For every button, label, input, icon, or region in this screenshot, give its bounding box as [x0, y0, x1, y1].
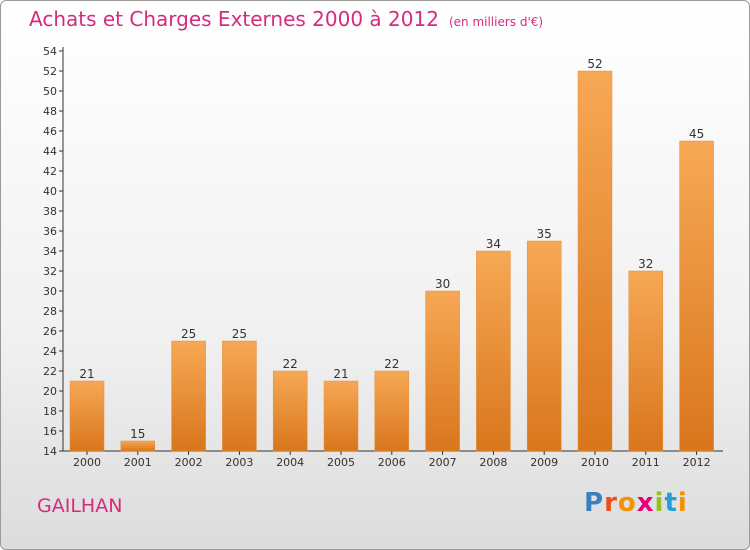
bar-2004 [272, 370, 308, 452]
brand-letter: o [617, 488, 637, 518]
x-tick-label: 2000 [73, 456, 101, 469]
brand-letter: r [604, 488, 618, 518]
y-tick-label: 34 [43, 245, 57, 258]
chart-labels: 21 15 25 25 22 21 22 30 34 35 52 32 45 [79, 57, 704, 441]
chart-bars [69, 70, 714, 452]
bar-2003 [222, 340, 257, 452]
chart-title-text: Achats et Charges Externes 2000 à 2012 [29, 7, 439, 31]
y-tick-label: 26 [43, 325, 57, 338]
x-tick-label: 2003 [225, 456, 253, 469]
y-tick-label: 42 [43, 165, 57, 178]
y-tick-label: 22 [43, 365, 57, 378]
data-label-2008: 34 [486, 237, 501, 251]
data-label-2001: 15 [130, 427, 145, 441]
chart-unit: (en milliers d'€) [448, 15, 544, 29]
bar-2002 [171, 340, 206, 452]
y-tick-label: 24 [43, 345, 57, 358]
x-tick-label: 2006 [378, 456, 406, 469]
x-tick-label: 2009 [530, 456, 558, 469]
y-tick-label: 14 [43, 445, 57, 458]
x-tick-label: 2002 [175, 456, 203, 469]
y-tick-label: 48 [43, 105, 57, 118]
y-tick-label: 50 [43, 85, 57, 98]
y-tick-label: 46 [43, 125, 57, 138]
data-label-2003: 25 [232, 327, 247, 341]
bar-2000 [69, 380, 105, 452]
brand-letter: t [664, 488, 678, 518]
bar-2011 [628, 270, 664, 452]
x-tick-label: 2005 [327, 456, 355, 469]
y-tick-label: 16 [43, 425, 57, 438]
bar-2008 [476, 250, 511, 452]
x-tick-label: 2007 [429, 456, 457, 469]
brand-letter: i [654, 488, 665, 518]
brand-letter: P [584, 488, 605, 518]
y-tick-label: 36 [43, 225, 57, 238]
x-tick-label: 2010 [581, 456, 609, 469]
data-label-2000: 21 [79, 367, 94, 381]
bar-2012 [679, 140, 714, 452]
data-label-2005: 21 [333, 367, 348, 381]
bar-2009 [526, 240, 562, 452]
data-label-2009: 35 [537, 227, 552, 241]
bar-2005 [323, 380, 359, 452]
data-label-2012: 45 [689, 127, 704, 141]
y-tick-label: 38 [43, 205, 57, 218]
y-tick-label: 52 [43, 65, 57, 78]
data-label-2010: 52 [587, 57, 602, 71]
x-tick-label: 2008 [479, 456, 507, 469]
x-tick-label: 2001 [124, 456, 152, 469]
x-tick-label: 2012 [683, 456, 711, 469]
data-label-2002: 25 [181, 327, 196, 341]
brand-logo: Proxiti [584, 488, 688, 518]
y-tick-label: 32 [43, 265, 57, 278]
bar-2001 [120, 440, 156, 452]
bar-2006 [374, 370, 410, 452]
data-label-2011: 32 [638, 257, 653, 271]
y-tick-label: 54 [43, 45, 57, 58]
y-tick-label: 44 [43, 145, 57, 158]
chart-axes: 14 16 18 20 22 24 26 28 30 32 34 36 38 40 42 44 46 48 50 52… [43, 45, 723, 469]
bar-2007 [425, 290, 460, 452]
x-tick-label: 2011 [632, 456, 660, 469]
data-label-2006: 22 [384, 357, 399, 371]
bar-2010 [577, 70, 613, 452]
y-tick-label: 28 [43, 305, 57, 318]
x-tick-label: 2004 [276, 456, 304, 469]
data-label-2004: 22 [283, 357, 298, 371]
brand-letter: x [636, 488, 655, 518]
y-tick-label: 40 [43, 185, 57, 198]
brand-letter: i [677, 488, 688, 518]
y-tick-label: 30 [43, 285, 57, 298]
data-label-2007: 30 [435, 277, 450, 291]
y-tick-label: 18 [43, 405, 57, 418]
y-tick-label: 20 [43, 385, 57, 398]
chart-title: Achats et Charges Externes 2000 à 2012 (e… [29, 7, 543, 31]
city-name: GAILHAN [37, 495, 123, 517]
